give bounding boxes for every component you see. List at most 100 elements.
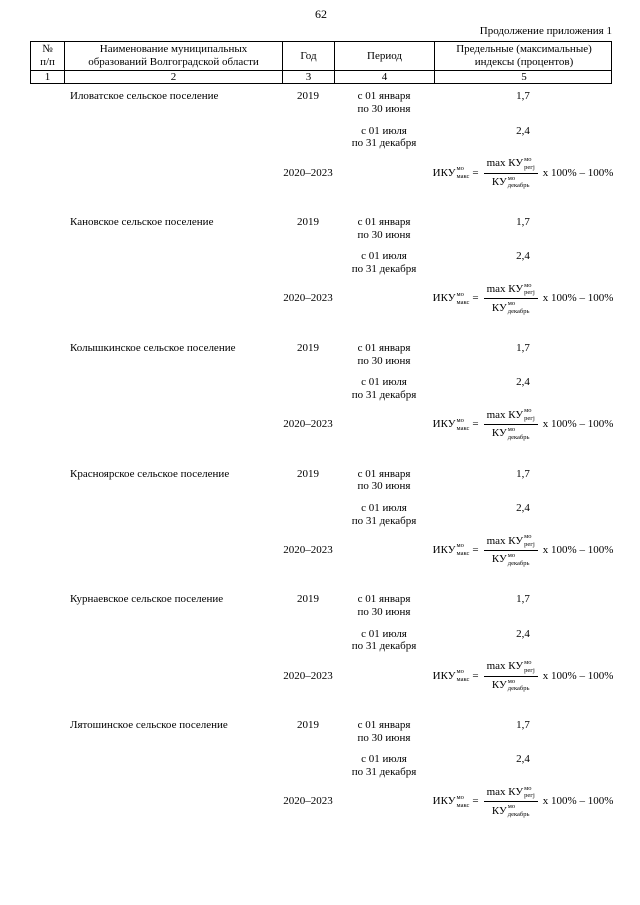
spacer-cell [282, 250, 334, 275]
year-range-value: 2020–2023 [283, 795, 333, 808]
settlement-block: Иловатское сельское поселение 2019 с 01 … [30, 90, 614, 191]
period-line-2: по 31 декабря [351, 640, 417, 653]
formula-numerator-sub: регj [524, 792, 535, 800]
formula-denominator-text: КУ [491, 427, 507, 440]
formula-denominator-sub: декабрь [507, 308, 530, 316]
period-line-1: с 01 января [357, 467, 411, 480]
formula-numerator-text: max КУ [486, 157, 524, 170]
formula-lhs-sup: мо [456, 793, 464, 801]
formula-lhs-supsub: мо макс [457, 417, 470, 433]
formula-denominator: КУ мо декабрь [492, 551, 530, 568]
spacer-cell [64, 250, 282, 275]
formula-equals: = [472, 418, 479, 431]
settlement-row-second-half: с 01 июля по 31 декабря 2,4 [30, 376, 612, 401]
period-line-2: по 30 июня [357, 354, 411, 367]
formula-lhs: ИКУ [432, 795, 456, 808]
formula-numerator: max КУ мо регj [483, 407, 538, 426]
header-col-num-line2: п/п [40, 56, 55, 69]
formula-tail: x 100% – 100% [542, 292, 614, 305]
formula-denominator-sub: декабрь [507, 685, 530, 693]
year-value: 2019 [297, 593, 319, 606]
formula-numerator: max КУ мо регj [483, 659, 538, 677]
period-line-1: с 01 июля [361, 627, 407, 640]
formula-lhs-supsub: мо макс [457, 165, 470, 181]
header-number-4: 4 [335, 70, 435, 84]
table-header-numbers: 1 2 3 4 5 [31, 69, 611, 84]
header-number-3: 3 [283, 70, 335, 84]
settlement-block: Кановское сельское поселение 2019 с 01 я… [30, 216, 614, 316]
formula-equals: = [472, 669, 479, 682]
formula-numerator-supsub: мо регj [524, 282, 535, 298]
settlement-name: Лятошинское сельское поселение [70, 719, 228, 732]
formula-numerator-text: max КУ [486, 660, 524, 673]
settlement-row-first-half: Иловатское сельское поселение 2019 с 01 … [30, 90, 612, 115]
period-line-2: по 31 декабря [351, 514, 417, 527]
period-line-1: с 01 января [357, 216, 411, 229]
formula-lhs-sub: макс [456, 424, 470, 432]
header-col-index: Предельные (максимальные) индексы (проце… [435, 42, 613, 69]
formula-denominator-sup: мо [507, 426, 516, 434]
header-col-name: Наименование муниципальных образований В… [65, 42, 283, 70]
index-value: 2,4 [516, 250, 530, 263]
spacer-cell [282, 125, 334, 150]
formula-denominator: КУ мо декабрь [492, 425, 530, 442]
period-line-1: с 01 июля [361, 753, 407, 766]
header-col-name-line2: образований Волгоградской области [88, 56, 259, 69]
formula-tail: x 100% – 100% [542, 669, 614, 682]
formula-numerator-sup: мо [524, 784, 532, 792]
spacer-cell [282, 502, 334, 527]
formula-tail: x 100% – 100% [542, 166, 614, 179]
settlement-row-second-half: с 01 июля по 31 декабря 2,4 [30, 502, 612, 527]
index-value: 1,7 [516, 341, 530, 354]
formula-denominator-sub: декабрь [507, 433, 530, 441]
settlement-row-first-half: Колышкинское сельское поселение 2019 с 0… [30, 342, 612, 367]
period-value: с 01 января по 30 июня [334, 719, 434, 744]
formula-lhs-sub: макс [456, 676, 470, 684]
formula-numerator-sub: регj [524, 415, 535, 423]
spacer-cell [282, 753, 334, 778]
period-value: с 01 июля по 31 декабря [334, 753, 434, 778]
settlement-block: Красноярское сельское поселение 2019 с 0… [30, 467, 614, 568]
period-line-2: по 30 июня [357, 103, 411, 115]
formula-numerator-text: max КУ [486, 786, 524, 799]
index-value: 1,7 [516, 216, 530, 229]
year-value: 2019 [297, 216, 319, 229]
spacer-cell [30, 468, 64, 493]
spacer-cell [30, 250, 64, 275]
formula-numerator-text: max КУ [486, 408, 524, 421]
formula-equals: = [472, 166, 479, 179]
spacer-cell [30, 376, 64, 401]
formula-denominator-text: КУ [491, 175, 507, 188]
year-value: 2019 [297, 90, 319, 103]
settlement-row-second-half: с 01 июля по 31 декабря 2,4 [30, 753, 612, 778]
formula-numerator: max КУ мо регj [483, 785, 538, 803]
formula-denominator-sub: декабрь [507, 182, 530, 190]
settlement-block: Колышкинское сельское поселение 2019 с 0… [30, 342, 613, 442]
formula-lhs-sub: макс [456, 550, 470, 558]
formula-tail: x 100% – 100% [542, 543, 614, 556]
settlement-name: Колышкинское сельское поселение [70, 341, 236, 354]
year-range-value: 2020–2023 [283, 418, 333, 431]
spacer-cell [64, 628, 282, 653]
spacer-cell [282, 628, 334, 653]
formula-denominator-sup: мо [507, 803, 516, 811]
header-number-5: 5 [521, 70, 527, 83]
formula-denominator-supsub: мо декабрь [508, 175, 530, 191]
spacer-cell [30, 628, 64, 653]
formula-fraction: max КУ мо регj КУ мо декабрь [483, 282, 538, 316]
period-value: с 01 января по 30 июня [334, 90, 434, 115]
year-value: 2019 [297, 719, 319, 732]
formula-fraction: max КУ мо регj КУ мо декабрь [483, 659, 538, 693]
spacer-cell [30, 593, 64, 618]
period-value: с 01 июля по 31 декабря [334, 250, 434, 275]
max-index-formula: ИКУ мо макс = max КУ мо регj КУ [433, 533, 614, 568]
period-line-1: с 01 января [357, 341, 411, 354]
period-line-1: с 01 июля [361, 250, 407, 263]
header-col-period: Период [335, 42, 435, 70]
period-value: с 01 июля по 31 декабря [334, 376, 434, 401]
formula-fraction: max КУ мо регj КУ мо декабрь [483, 156, 538, 191]
max-index-formula: ИКУ мо макс = max КУ мо регj КУ [433, 282, 614, 316]
formula-denominator-text: КУ [491, 301, 507, 314]
formula-numerator-supsub: мо регj [524, 785, 535, 801]
